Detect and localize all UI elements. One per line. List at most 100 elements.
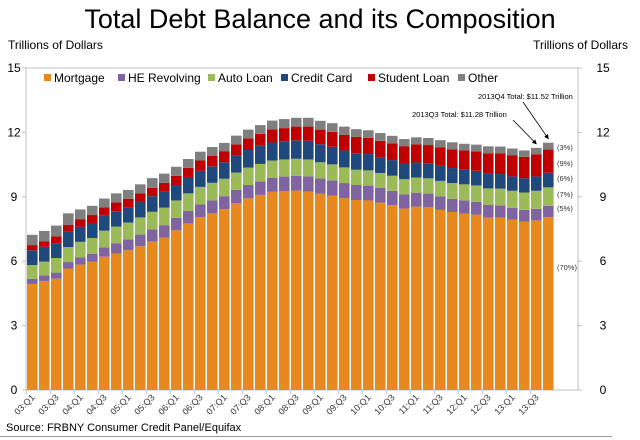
- bar-he-revolving: [159, 225, 170, 238]
- bar-mortgage: [75, 264, 86, 390]
- bar-auto-loan: [339, 167, 350, 184]
- share-label-student-loan: (9%): [557, 159, 573, 168]
- y-axis-label-left: Trillions of Dollars: [8, 38, 103, 52]
- bar-other: [363, 130, 374, 138]
- bar-other: [75, 209, 86, 220]
- bar-other: [375, 133, 386, 141]
- bar-auto-loan: [207, 182, 218, 201]
- y-tick-label-right: 12: [596, 125, 610, 139]
- bar-stack-13:Q3: [531, 147, 542, 390]
- bar-he-revolving: [351, 184, 362, 201]
- bar-student-loan: [51, 236, 62, 244]
- bar-student-loan: [483, 153, 494, 174]
- bar-other: [99, 198, 110, 208]
- bar-he-revolving: [63, 262, 74, 269]
- bar-mortgage: [363, 200, 374, 390]
- bar-mortgage: [159, 237, 170, 390]
- bar-credit-card: [123, 207, 134, 223]
- bar-mortgage: [183, 223, 194, 390]
- bar-other: [519, 150, 530, 157]
- bar-stack-13:Q2: [519, 150, 530, 390]
- bar-mortgage: [279, 191, 290, 390]
- legend-label: Auto Loan: [218, 71, 273, 85]
- bar-student-loan: [375, 140, 386, 158]
- bar-student-loan: [147, 187, 158, 197]
- bar-he-revolving: [183, 210, 194, 224]
- bar-auto-loan: [543, 187, 554, 206]
- y-tick-label-right: 0: [600, 383, 607, 397]
- bar-auto-loan: [351, 169, 362, 185]
- source-note: Source: FRBNY Consumer Credit Panel/Equi…: [6, 422, 242, 434]
- legend-item-mortgage: Mortgage: [44, 71, 105, 85]
- bar-other: [435, 140, 446, 148]
- x-tick-label: 12:Q1: [444, 392, 468, 416]
- bar-stack-08:Q3: [291, 117, 302, 390]
- legend-swatch: [458, 74, 465, 81]
- x-tick-label: 05:Q3: [132, 392, 156, 416]
- bar-stack-10:Q4: [399, 139, 410, 390]
- bar-credit-card: [147, 196, 158, 212]
- bar-other: [339, 126, 350, 135]
- bar-student-loan: [459, 150, 470, 170]
- legend-swatch: [44, 74, 51, 81]
- bar-stack-11:Q2: [423, 137, 434, 390]
- bar-other: [135, 184, 146, 194]
- bar-auto-loan: [75, 241, 86, 258]
- bar-he-revolving: [207, 200, 218, 214]
- bar-stack-07:Q1: [219, 142, 230, 390]
- legend-item-other: Other: [458, 71, 498, 85]
- bar-other: [147, 178, 158, 188]
- bar-he-revolving: [543, 205, 554, 218]
- bar-he-revolving: [519, 209, 530, 222]
- bar-student-loan: [279, 128, 290, 142]
- annotations: 2013Q4 Total: $11.52 Trillion 2013Q3 Tota…: [412, 92, 578, 272]
- bar-he-revolving: [111, 243, 122, 254]
- bar-stack-13:Q1: [507, 148, 518, 390]
- bar-mortgage: [375, 202, 386, 390]
- bar-other: [195, 151, 206, 161]
- bar-he-revolving: [303, 176, 314, 192]
- bar-mortgage: [339, 198, 350, 390]
- bar-mortgage: [231, 203, 242, 390]
- bar-mortgage: [495, 217, 506, 390]
- bar-credit-card: [183, 177, 194, 194]
- bar-auto-loan: [387, 175, 398, 191]
- bar-stack-06:Q2: [183, 159, 194, 390]
- bar-other: [459, 143, 470, 151]
- bar-auto-loan: [399, 179, 410, 195]
- y-tick-label-left: 0: [11, 383, 18, 397]
- bar-mortgage: [51, 278, 62, 390]
- bar-mortgage: [123, 250, 134, 390]
- bar-auto-loan: [291, 158, 302, 176]
- bar-student-loan: [315, 129, 326, 145]
- bars: [27, 117, 554, 390]
- bar-he-revolving: [483, 204, 494, 218]
- bar-other: [303, 117, 314, 127]
- bar-auto-loan: [483, 188, 494, 205]
- share-label-auto-loan: (7%): [557, 190, 573, 199]
- bar-auto-loan: [315, 162, 326, 179]
- x-tick-label: 04:Q1: [60, 392, 84, 416]
- bar-credit-card: [387, 160, 398, 176]
- bar-other: [423, 137, 434, 146]
- bar-other: [483, 146, 494, 154]
- bar-credit-card: [171, 184, 182, 201]
- bar-he-revolving: [123, 239, 134, 251]
- bar-mortgage: [447, 212, 458, 390]
- bar-credit-card: [447, 168, 458, 184]
- bar-student-loan: [195, 160, 206, 171]
- bar-auto-loan: [303, 159, 314, 177]
- bar-auto-loan: [51, 257, 62, 273]
- bar-other: [399, 139, 410, 147]
- bar-other: [171, 166, 182, 176]
- bar-other: [447, 142, 458, 150]
- bar-auto-loan: [63, 247, 74, 263]
- bar-he-revolving: [471, 201, 482, 215]
- y-axis-label-right: Trillions of Dollars: [533, 38, 628, 52]
- bar-he-revolving: [327, 180, 338, 196]
- bar-other: [387, 135, 398, 144]
- bar-credit-card: [327, 146, 338, 165]
- bar-stack-04:Q3: [99, 198, 110, 390]
- bar-other: [279, 119, 290, 129]
- x-tick-label: 10:Q1: [348, 392, 372, 416]
